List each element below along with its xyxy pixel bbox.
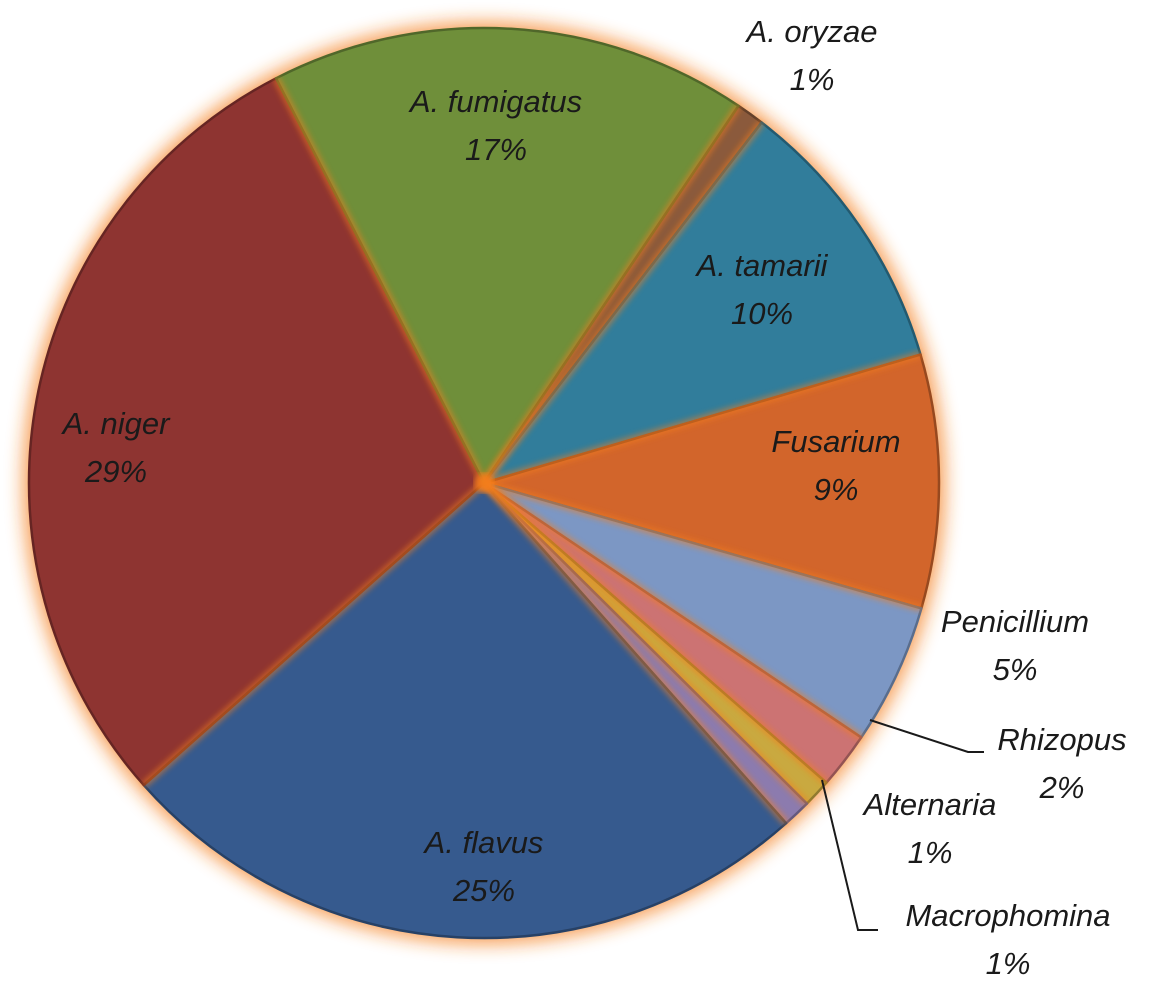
slice-label-a-flavus: A. flavus [423,825,544,860]
slice-separator-glow [482,480,864,741]
slice-separator-glow [481,480,810,807]
slice-value-macrophomina: 1% [986,946,1031,981]
slice-a-niger [27,77,486,787]
slice-value-a-tamarii: 10% [731,296,793,331]
slice-value-a-fumigatus: 17% [465,132,527,167]
leader-line-macrophomina [821,779,878,931]
slice-value-fusarium: 9% [814,472,859,507]
slice-value-alternaria: 1% [908,835,953,870]
slice-label-a-tamarii: A. tamarii [695,248,829,283]
slice-value-rhizopus: 2% [1039,770,1085,805]
slice-separator-glow [483,351,922,487]
slice-a-tamarii [482,121,922,485]
slice-label-penicillium: Penicillium [941,604,1089,639]
slice-label-a-niger: A. niger [61,406,172,441]
slice-separator-glow [481,103,742,485]
slice-separator-glow [481,480,789,826]
slice-label-rhizopus: Rhizopus [997,722,1126,757]
slice-a-fumigatus [274,26,740,485]
pie-slices [27,26,941,940]
slice-separator-glow [483,479,923,612]
slice-value-penicillium: 5% [993,652,1038,687]
slice-label-alternaria: Alternaria [862,787,997,822]
leader-line-rhizopus [869,719,984,753]
slice-label-fusarium: Fusarium [771,424,900,459]
pie-center-glow [474,473,494,493]
slice-value-a-flavus: 25% [452,873,515,908]
slice-fusarium [482,353,941,610]
leader-lines [821,719,984,931]
slice-separator-glow [272,76,488,485]
slice-separator-glow [141,480,487,788]
slice-label-a-fumigatus: A. fumigatus [408,84,582,119]
slice-value-a-niger: 29% [84,454,147,489]
slice-separator-glow [481,480,829,786]
slice-separator-glow [481,120,765,486]
slice-a-flavus [142,481,788,940]
slice-value-a-oryzae: 1% [790,62,835,97]
slice-labels: A. oryzae 1% A. tamarii 10% Fusarium 9% Penici… [61,14,1127,981]
slice-label-macrophomina: Macrophomina [905,898,1110,933]
slice-label-a-oryzae: A. oryzae [745,14,878,49]
